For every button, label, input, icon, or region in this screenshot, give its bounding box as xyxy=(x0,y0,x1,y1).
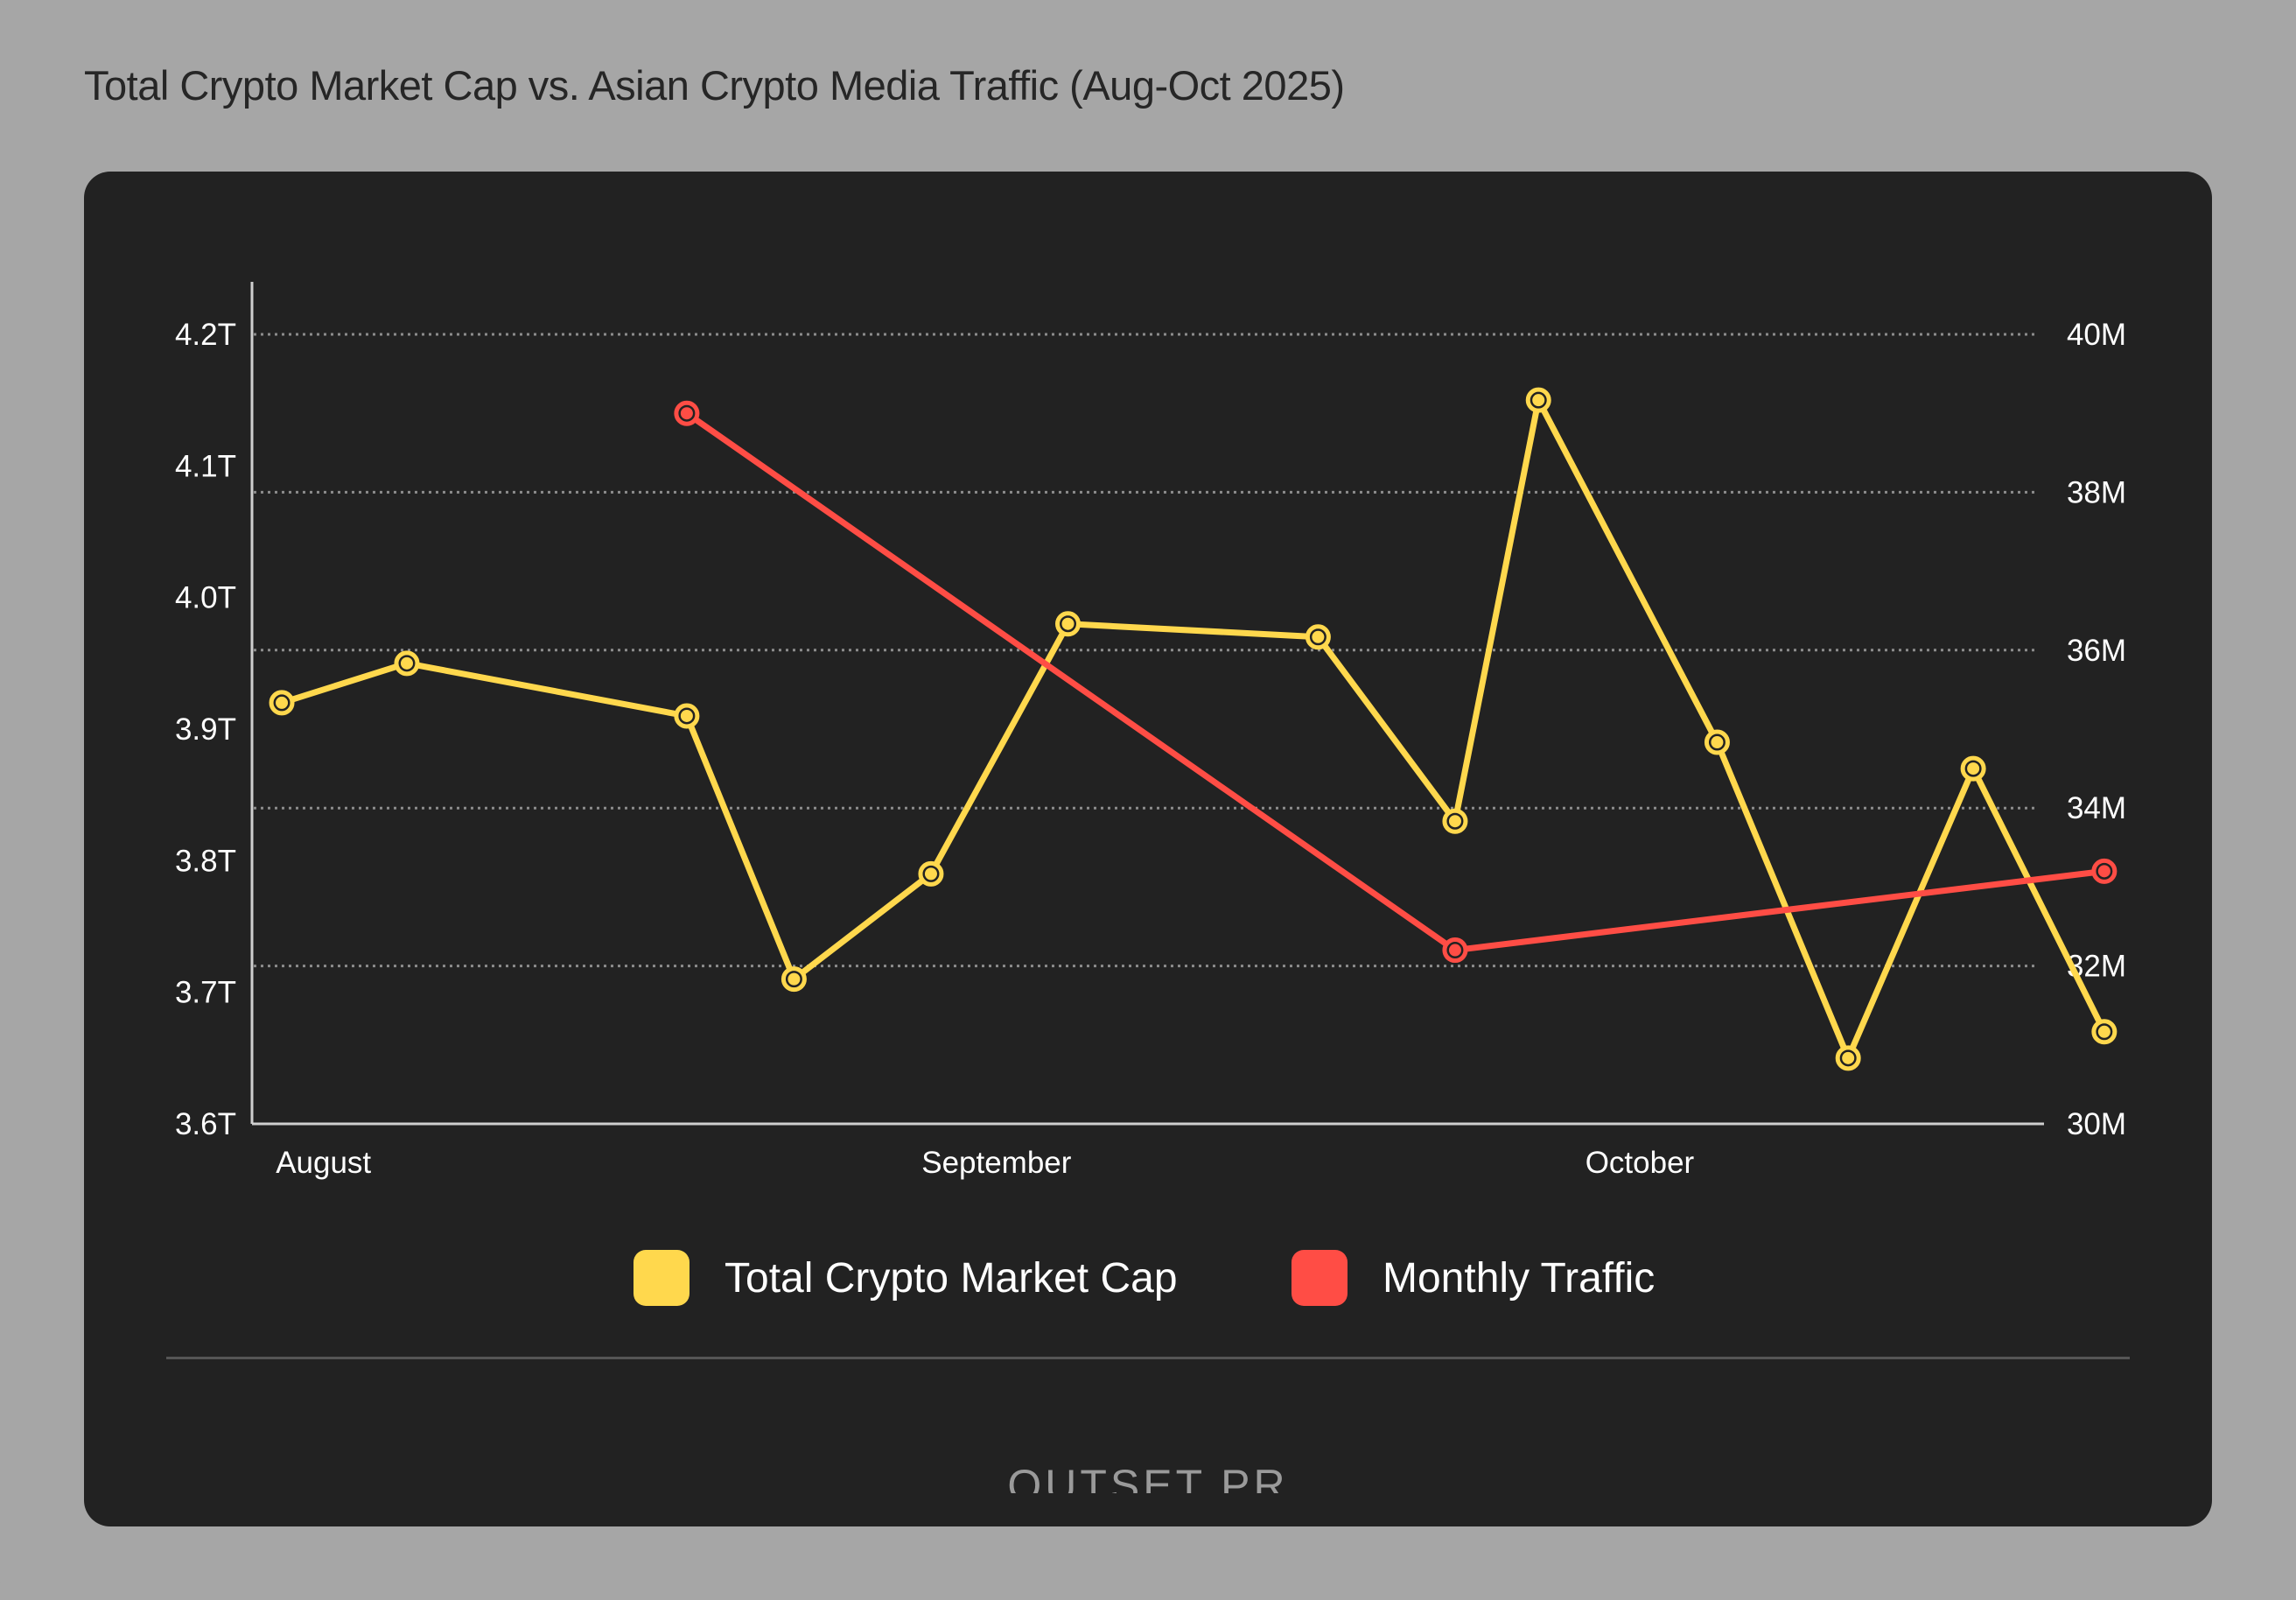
data-point-core-market-cap xyxy=(924,867,937,881)
y-left-tick-label: 3.6T xyxy=(175,1107,236,1141)
series-line-traffic xyxy=(683,410,2108,954)
chart-card xyxy=(84,172,2212,1526)
data-point-core-traffic xyxy=(680,407,693,420)
data-point-core-market-cap xyxy=(1967,762,1980,775)
data-point-core-market-cap xyxy=(1312,630,1325,643)
data-point-core-traffic xyxy=(1448,944,1461,957)
y-right-tick-label: 30M xyxy=(2067,1107,2126,1141)
data-point-core-market-cap xyxy=(1711,736,1724,749)
y-right-tick-label: 40M xyxy=(2067,318,2126,352)
y-left-tick-label: 3.9T xyxy=(175,712,236,747)
data-point-core-market-cap xyxy=(1061,617,1074,630)
data-point-core-market-cap xyxy=(400,656,413,670)
data-point-core-market-cap xyxy=(1842,1051,1855,1064)
brand-logo-text: OUTSET PR xyxy=(1007,1461,1289,1493)
left-y-ticks: 4.2T 4.1T 4.0T 3.9T 3.8T 3.7T 3.6T xyxy=(175,318,236,1141)
y-right-tick-label: 34M xyxy=(2067,791,2126,825)
data-point-core-market-cap xyxy=(276,696,289,709)
y-right-tick-label: 38M xyxy=(2067,475,2126,509)
y-right-tick-label: 36M xyxy=(2067,634,2126,668)
legend-label-traffic: Monthly Traffic xyxy=(1382,1254,1656,1302)
chart-title: Total Crypto Market Cap vs. Asian Crypto… xyxy=(84,62,1345,109)
x-category-label: October xyxy=(1586,1146,1695,1180)
axes xyxy=(250,282,2044,1126)
legend: Total Crypto Market Cap Monthly Traffic xyxy=(0,1247,2296,1309)
data-point-core-market-cap xyxy=(680,709,693,722)
data-point-core-market-cap xyxy=(788,972,801,986)
y-left-tick-label: 3.8T xyxy=(175,844,236,878)
brand-logo: OUTSET PR xyxy=(875,1455,1421,1493)
y-left-tick-label: 4.1T xyxy=(175,449,236,483)
data-point-core-market-cap xyxy=(1448,815,1461,828)
data-point-core-market-cap xyxy=(1532,394,1545,407)
legend-swatch-market-cap xyxy=(634,1250,690,1306)
x-category-labels: August September October xyxy=(276,1146,1694,1180)
y-left-tick-label: 4.0T xyxy=(175,581,236,615)
y-left-tick-label: 3.7T xyxy=(175,976,236,1010)
legend-swatch-traffic xyxy=(1292,1250,1348,1306)
legend-item-traffic: Monthly Traffic xyxy=(1292,1247,1655,1309)
data-point-core-market-cap xyxy=(2097,1025,2110,1038)
x-category-label: August xyxy=(276,1146,371,1180)
legend-item-market-cap: Total Crypto Market Cap xyxy=(634,1247,1178,1309)
series xyxy=(269,387,2118,1071)
footer-divider xyxy=(166,1357,2130,1359)
series-line-market-cap xyxy=(278,396,2108,1062)
x-category-label: September xyxy=(921,1146,1072,1180)
legend-label-market-cap: Total Crypto Market Cap xyxy=(724,1254,1178,1302)
y-left-tick-label: 4.2T xyxy=(175,318,236,352)
data-point-core-traffic xyxy=(2097,865,2110,878)
